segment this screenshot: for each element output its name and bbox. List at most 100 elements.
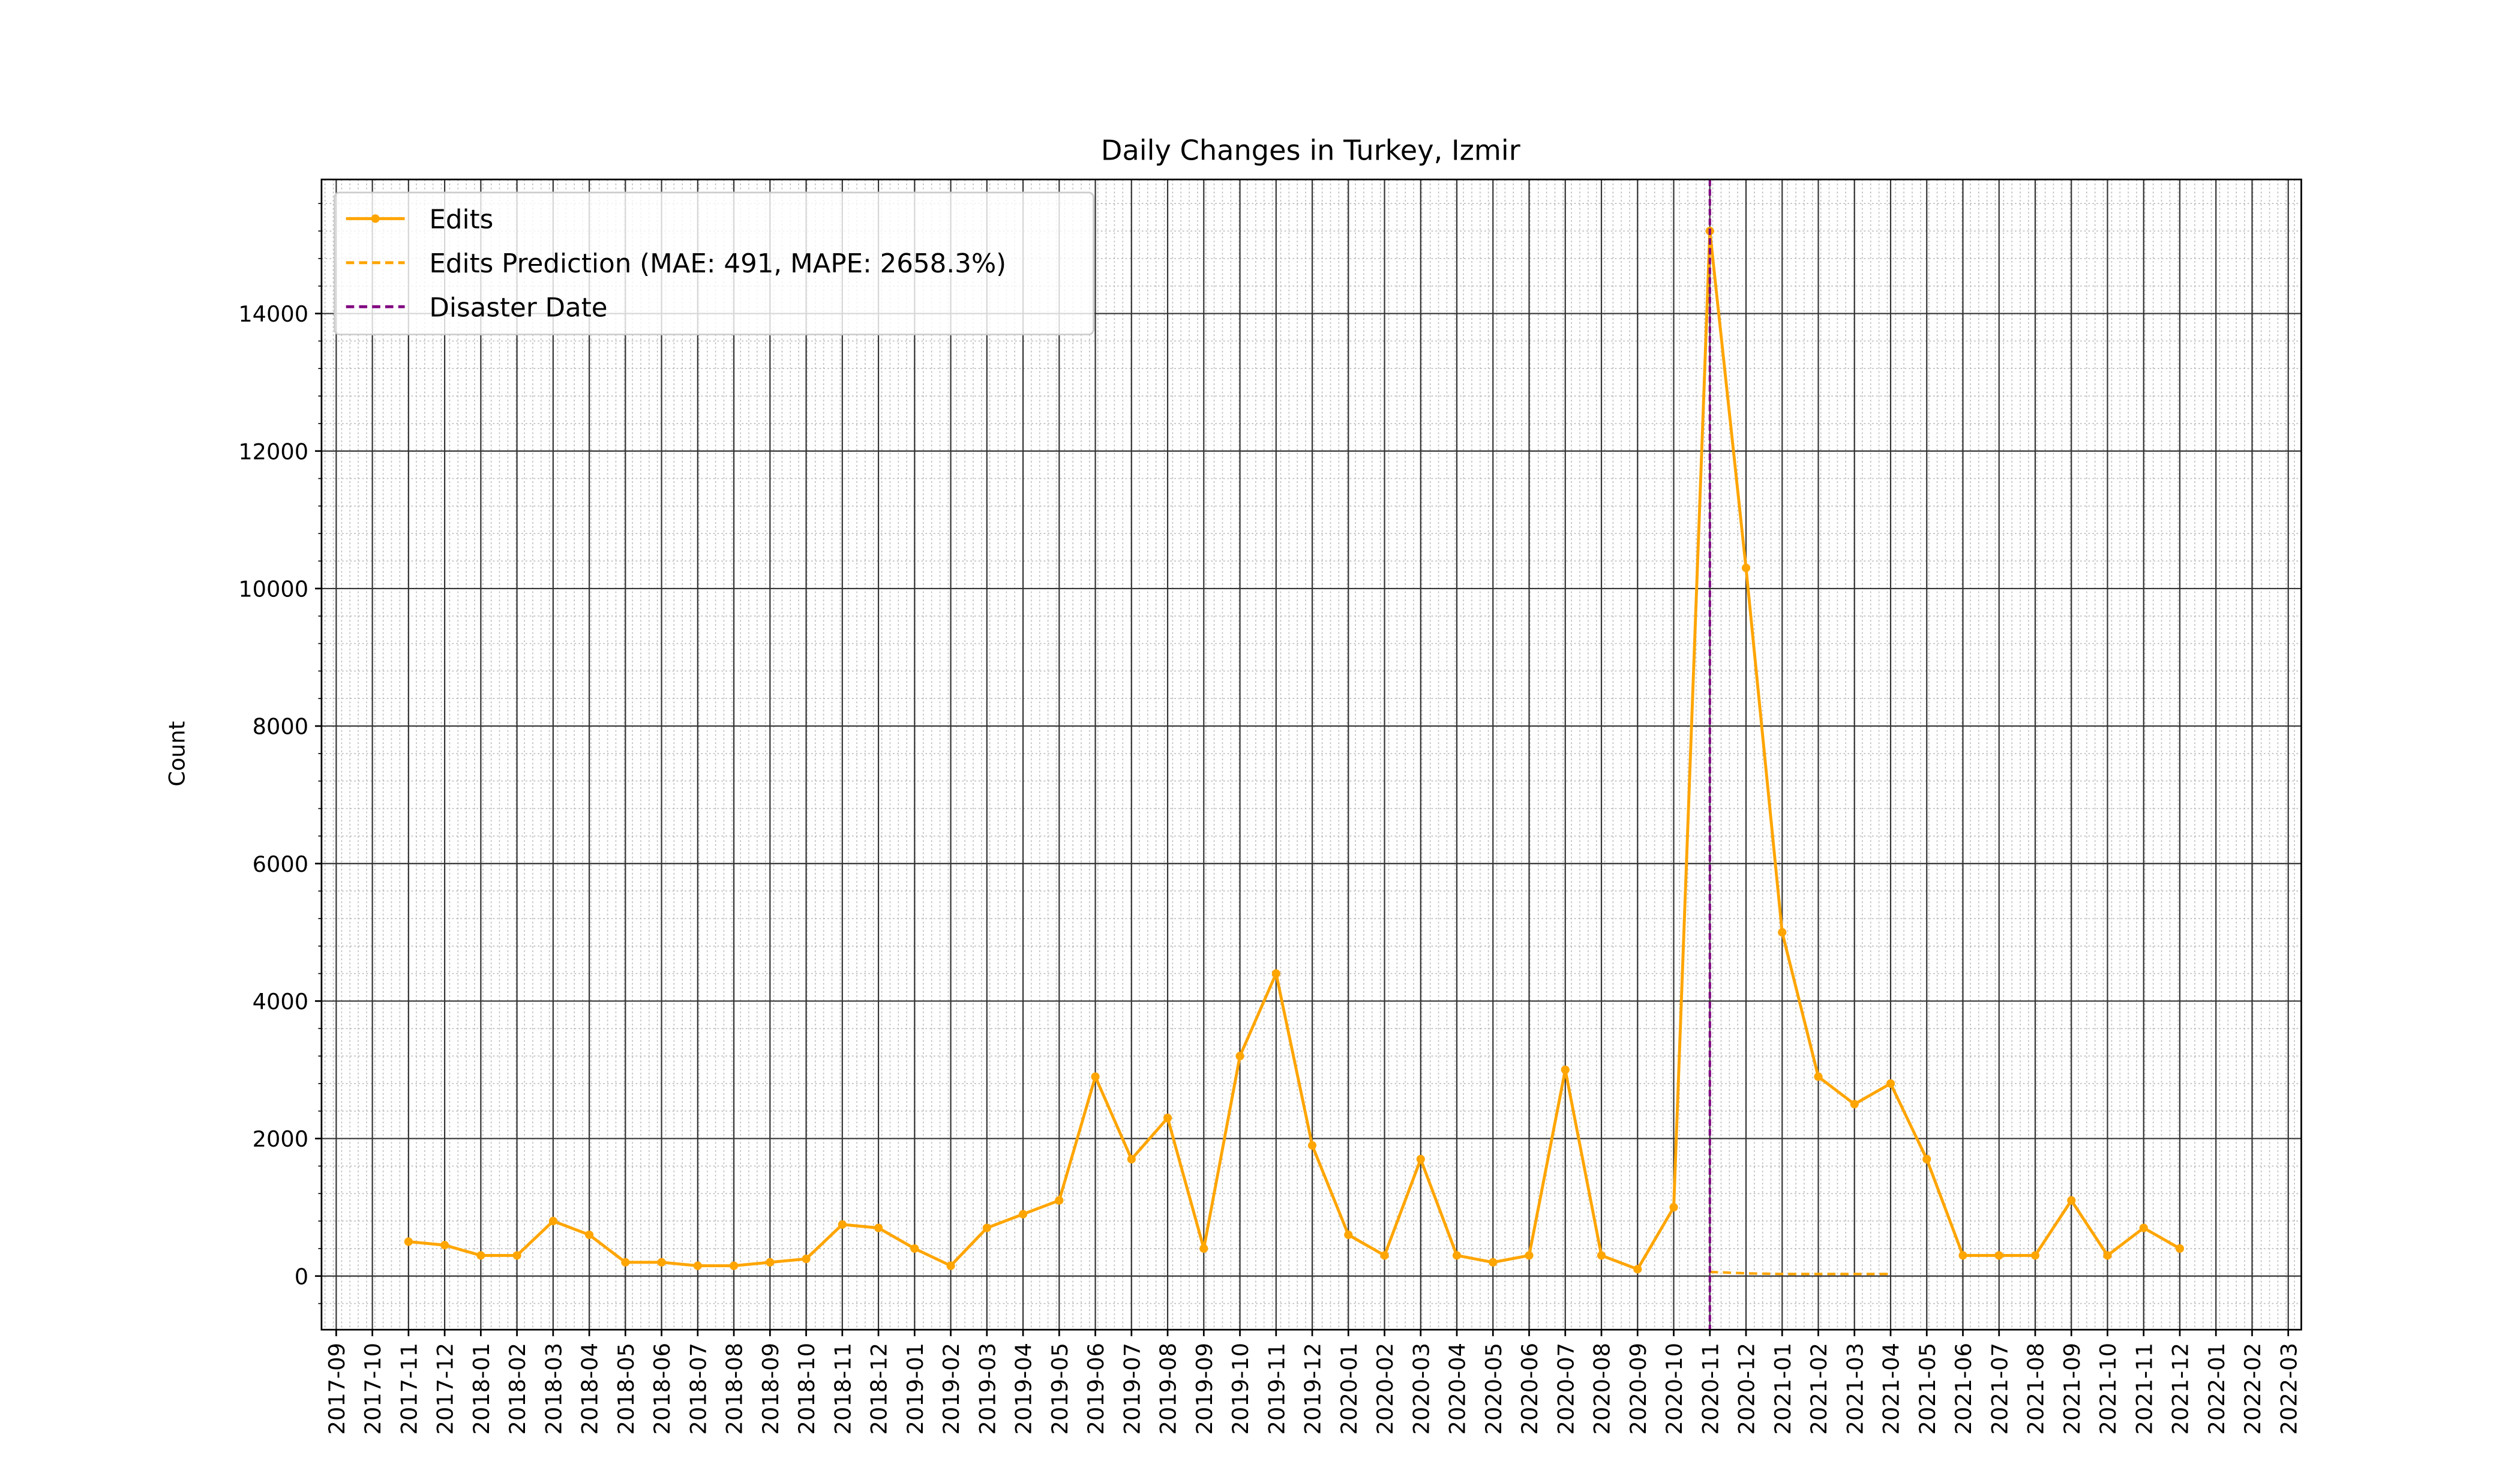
x-tick-label: 2018-06 bbox=[649, 1343, 675, 1435]
x-tick-label: 2019-03 bbox=[974, 1343, 1000, 1435]
x-tick-label: 2018-09 bbox=[758, 1343, 784, 1435]
data-point bbox=[476, 1251, 485, 1260]
x-tick-label: 2021-07 bbox=[1987, 1343, 2012, 1435]
x-tick-label: 2021-12 bbox=[2168, 1343, 2194, 1435]
x-tick-label: 2019-07 bbox=[1119, 1343, 1145, 1435]
data-point bbox=[946, 1261, 955, 1270]
series-line bbox=[408, 230, 2181, 1271]
data-point bbox=[1018, 1210, 1028, 1219]
x-tick-label: 2018-04 bbox=[577, 1343, 603, 1435]
y-axis-label: Count bbox=[164, 721, 190, 787]
x-tick-label: 2020-09 bbox=[1625, 1343, 1651, 1435]
data-point bbox=[1886, 1079, 1895, 1088]
data-point bbox=[1958, 1251, 1967, 1260]
data-point bbox=[1235, 1052, 1244, 1061]
data-point bbox=[657, 1258, 666, 1267]
data-point bbox=[802, 1255, 811, 1264]
data-point bbox=[1416, 1154, 1425, 1164]
legend-label: Disaster Date bbox=[429, 293, 607, 323]
data-point bbox=[874, 1223, 883, 1232]
data-point bbox=[1741, 563, 1751, 572]
data-point bbox=[1994, 1251, 2003, 1260]
legend-label: Edits bbox=[429, 205, 493, 235]
x-tick-label: 2017-10 bbox=[360, 1343, 386, 1435]
data-point bbox=[1344, 1230, 1353, 1240]
x-tick-label: 2021-06 bbox=[1951, 1343, 1976, 1435]
x-tick-label: 2019-09 bbox=[1192, 1343, 1217, 1435]
data-point bbox=[2103, 1251, 2112, 1260]
data-point bbox=[404, 1237, 413, 1246]
x-tick-label: 2021-08 bbox=[2023, 1343, 2049, 1435]
x-tick-label: 2021-01 bbox=[1770, 1343, 1796, 1435]
legend-marker bbox=[371, 214, 380, 223]
x-tick-label: 2021-03 bbox=[1842, 1343, 1868, 1435]
grid: 0 2000 4000 6000 8000 10000 12000 14000 2017-09 2… bbox=[238, 179, 2302, 1435]
x-tick-label: 2018-02 bbox=[505, 1343, 530, 1435]
x-tick-label: 2018-08 bbox=[722, 1343, 748, 1435]
data-point bbox=[2030, 1251, 2040, 1260]
chart-title: Daily Changes in Turkey, Izmir bbox=[1101, 134, 1520, 166]
x-tick-label: 2018-01 bbox=[469, 1343, 494, 1435]
x-tick-label: 2019-12 bbox=[1300, 1343, 1326, 1435]
data-point bbox=[585, 1230, 594, 1240]
data-point bbox=[1307, 1141, 1317, 1150]
x-tick-label: 2019-05 bbox=[1047, 1343, 1073, 1435]
x-tick-label: 2019-11 bbox=[1264, 1343, 1289, 1435]
x-tick-label: 2020-05 bbox=[1481, 1343, 1507, 1435]
data-point bbox=[730, 1261, 739, 1270]
data-point bbox=[1055, 1196, 1064, 1205]
data-point bbox=[1814, 1072, 1823, 1081]
x-tick-label: 2019-02 bbox=[938, 1343, 964, 1435]
y-tick-label: 4000 bbox=[253, 989, 308, 1015]
x-tick-label: 2017-12 bbox=[433, 1343, 458, 1435]
legend-label: Edits Prediction (MAE: 491, MAPE: 2658.3… bbox=[429, 249, 1006, 279]
data-point bbox=[1850, 1100, 1859, 1109]
data-point bbox=[2067, 1196, 2076, 1205]
x-tick-label: 2018-03 bbox=[541, 1343, 566, 1435]
data-point bbox=[1561, 1065, 1570, 1075]
data-point bbox=[1489, 1258, 1498, 1267]
data-point bbox=[1597, 1251, 1606, 1260]
data-point bbox=[1091, 1072, 1100, 1081]
axes-frame bbox=[320, 178, 2302, 1331]
data-point bbox=[1380, 1251, 1389, 1260]
x-tick-label: 2017-09 bbox=[324, 1343, 350, 1435]
x-tick-label: 2020-07 bbox=[1553, 1343, 1579, 1435]
y-tick-label: 8000 bbox=[253, 714, 308, 740]
y-tick-label: 10000 bbox=[238, 577, 308, 602]
x-tick-label: 2022-03 bbox=[2276, 1343, 2302, 1435]
x-tick-label: 2017-11 bbox=[396, 1343, 422, 1435]
data-point bbox=[766, 1258, 775, 1267]
x-tick-label: 2018-07 bbox=[685, 1343, 711, 1435]
data-point bbox=[982, 1223, 991, 1232]
data-point bbox=[1778, 928, 1787, 937]
y-tick-label: 14000 bbox=[238, 301, 308, 327]
x-tick-label: 2019-10 bbox=[1228, 1343, 1253, 1435]
plot-area bbox=[404, 179, 2185, 1330]
x-tick-label: 2020-11 bbox=[1697, 1343, 1723, 1435]
x-tick-label: 2020-12 bbox=[1734, 1343, 1760, 1435]
x-tick-label: 2022-02 bbox=[2240, 1343, 2266, 1435]
x-tick-label: 2021-09 bbox=[2059, 1343, 2085, 1435]
data-point bbox=[548, 1217, 557, 1226]
x-tick-label: 2021-05 bbox=[1915, 1343, 1940, 1435]
y-tick-label: 0 bbox=[295, 1264, 308, 1289]
x-tick-label: 2020-08 bbox=[1589, 1343, 1615, 1435]
data-point bbox=[1199, 1244, 1208, 1253]
y-tick-label: 2000 bbox=[253, 1126, 308, 1152]
data-point bbox=[1452, 1251, 1462, 1260]
x-tick-label: 2020-03 bbox=[1408, 1343, 1434, 1435]
x-tick-label: 2021-02 bbox=[1806, 1343, 1832, 1435]
x-tick-label: 2022-01 bbox=[2204, 1343, 2230, 1435]
x-tick-label: 2019-04 bbox=[1011, 1343, 1037, 1435]
x-tick-label: 2021-10 bbox=[2095, 1343, 2121, 1435]
legend: Edits Edits Prediction (MAE: 491, MAPE: 2… bbox=[334, 191, 1094, 335]
data-point bbox=[2139, 1223, 2148, 1232]
x-tick-label: 2021-04 bbox=[1879, 1343, 1904, 1435]
data-point bbox=[1669, 1203, 1678, 1212]
data-point bbox=[1163, 1114, 1172, 1123]
data-point bbox=[2175, 1244, 2185, 1253]
x-tick-label: 2020-02 bbox=[1372, 1343, 1398, 1435]
